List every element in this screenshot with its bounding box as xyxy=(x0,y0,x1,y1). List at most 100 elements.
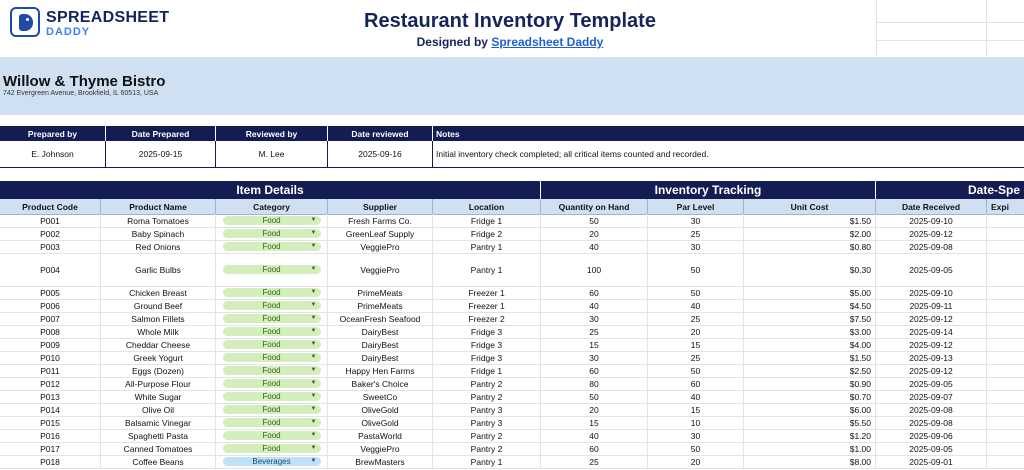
par-cell[interactable]: 15 xyxy=(648,403,744,416)
par-cell[interactable]: 40 xyxy=(648,299,744,312)
expiration-cell[interactable] xyxy=(987,312,1024,325)
name-cell[interactable]: Canned Tomatoes xyxy=(101,442,216,455)
col-quantity-on-hand[interactable]: Quantity on Hand xyxy=(541,199,648,214)
dropdown-arrow-icon[interactable]: ▼ xyxy=(310,266,317,272)
category-cell[interactable]: Food ▼ xyxy=(216,253,328,286)
dropdown-arrow-icon[interactable]: ▼ xyxy=(310,445,317,451)
expiration-cell[interactable] xyxy=(987,442,1024,455)
col-supplier[interactable]: Supplier xyxy=(328,199,433,214)
location-cell[interactable]: Fridge 3 xyxy=(433,351,541,364)
expiration-cell[interactable] xyxy=(987,377,1024,390)
category-cell[interactable]: Food ▼ xyxy=(216,403,328,416)
expiration-cell[interactable] xyxy=(987,455,1024,468)
qty-cell[interactable]: 40 xyxy=(541,240,648,253)
cost-cell[interactable]: $6.00 xyxy=(744,403,876,416)
qty-cell[interactable]: 20 xyxy=(541,227,648,240)
code-cell[interactable]: P012 xyxy=(0,377,101,390)
col-category[interactable]: Category xyxy=(216,199,328,214)
qty-cell[interactable]: 50 xyxy=(541,214,648,227)
expiration-cell[interactable] xyxy=(987,325,1024,338)
dropdown-arrow-icon[interactable]: ▼ xyxy=(310,243,317,249)
category-dropdown[interactable]: Beverages ▼ xyxy=(222,457,321,466)
dropdown-arrow-icon[interactable]: ▼ xyxy=(310,367,317,373)
category-dropdown[interactable]: Food ▼ xyxy=(222,216,321,225)
received-cell[interactable]: 2025-09-05 xyxy=(876,377,987,390)
category-cell[interactable]: Food ▼ xyxy=(216,429,328,442)
category-cell[interactable]: Food ▼ xyxy=(216,351,328,364)
dropdown-arrow-icon[interactable]: ▼ xyxy=(310,432,317,438)
supplier-cell[interactable]: GreenLeaf Supply xyxy=(328,227,433,240)
code-cell[interactable]: P010 xyxy=(0,351,101,364)
location-cell[interactable]: Pantry 2 xyxy=(433,442,541,455)
dropdown-arrow-icon[interactable]: ▼ xyxy=(310,380,317,386)
cost-cell[interactable]: $2.50 xyxy=(744,364,876,377)
expiration-cell[interactable] xyxy=(987,390,1024,403)
code-cell[interactable]: P016 xyxy=(0,429,101,442)
name-cell[interactable]: Whole Milk xyxy=(101,325,216,338)
code-cell[interactable]: P007 xyxy=(0,312,101,325)
par-cell[interactable]: 50 xyxy=(648,364,744,377)
qty-cell[interactable]: 15 xyxy=(541,338,648,351)
category-dropdown[interactable]: Food ▼ xyxy=(222,392,321,401)
name-cell[interactable]: Eggs (Dozen) xyxy=(101,364,216,377)
category-cell[interactable]: Food ▼ xyxy=(216,416,328,429)
business-name[interactable]: Willow & Thyme Bistro xyxy=(3,73,166,90)
col-expiration[interactable]: Expi xyxy=(991,201,1009,212)
category-cell[interactable]: Beverages ▼ xyxy=(216,455,328,468)
location-cell[interactable]: Freezer 1 xyxy=(433,286,541,299)
category-dropdown[interactable]: Food ▼ xyxy=(222,288,321,297)
received-cell[interactable]: 2025-09-14 xyxy=(876,325,987,338)
dropdown-arrow-icon[interactable]: ▼ xyxy=(310,302,317,308)
par-cell[interactable]: 25 xyxy=(648,351,744,364)
expiration-cell[interactable] xyxy=(987,416,1024,429)
cost-cell[interactable]: $2.00 xyxy=(744,227,876,240)
code-cell[interactable]: P003 xyxy=(0,240,101,253)
supplier-cell[interactable]: PrimeMeats xyxy=(328,299,433,312)
dropdown-arrow-icon[interactable]: ▼ xyxy=(310,406,317,412)
dropdown-arrow-icon[interactable]: ▼ xyxy=(310,217,317,223)
dropdown-arrow-icon[interactable]: ▼ xyxy=(310,341,317,347)
supplier-cell[interactable]: VeggiePro xyxy=(328,442,433,455)
date-reviewed-cell[interactable]: 2025-09-16 xyxy=(328,141,433,167)
name-cell[interactable]: Cheddar Cheese xyxy=(101,338,216,351)
supplier-cell[interactable]: VeggiePro xyxy=(328,240,433,253)
location-cell[interactable]: Fridge 1 xyxy=(433,214,541,227)
code-cell[interactable]: P011 xyxy=(0,364,101,377)
category-cell[interactable]: Food ▼ xyxy=(216,442,328,455)
cost-cell[interactable]: $0.70 xyxy=(744,390,876,403)
cost-cell[interactable]: $1.50 xyxy=(744,351,876,364)
qty-cell[interactable]: 50 xyxy=(541,390,648,403)
category-dropdown[interactable]: Food ▼ xyxy=(222,353,321,362)
code-cell[interactable]: P015 xyxy=(0,416,101,429)
expiration-cell[interactable] xyxy=(987,299,1024,312)
qty-cell[interactable]: 40 xyxy=(541,299,648,312)
par-cell[interactable]: 25 xyxy=(648,227,744,240)
supplier-cell[interactable]: Fresh Farms Co. xyxy=(328,214,433,227)
location-cell[interactable]: Pantry 2 xyxy=(433,377,541,390)
name-cell[interactable]: Roma Tomatoes xyxy=(101,214,216,227)
name-cell[interactable]: Coffee Beans xyxy=(101,455,216,468)
notes-cell[interactable]: Initial inventory check completed; all c… xyxy=(436,149,709,159)
par-cell[interactable]: 40 xyxy=(648,390,744,403)
received-cell[interactable]: 2025-09-08 xyxy=(876,416,987,429)
received-cell[interactable]: 2025-09-13 xyxy=(876,351,987,364)
cost-cell[interactable]: $1.00 xyxy=(744,442,876,455)
par-cell[interactable]: 30 xyxy=(648,240,744,253)
expiration-cell[interactable] xyxy=(987,240,1024,253)
cost-cell[interactable]: $8.00 xyxy=(744,455,876,468)
expiration-cell[interactable] xyxy=(987,338,1024,351)
dropdown-arrow-icon[interactable]: ▼ xyxy=(310,393,317,399)
name-cell[interactable]: White Sugar xyxy=(101,390,216,403)
qty-cell[interactable]: 25 xyxy=(541,325,648,338)
designer-link[interactable]: Spreadsheet Daddy xyxy=(491,35,604,49)
supplier-cell[interactable]: DairyBest xyxy=(328,338,433,351)
category-cell[interactable]: Food ▼ xyxy=(216,325,328,338)
supplier-cell[interactable]: Baker's Choice xyxy=(328,377,433,390)
location-cell[interactable]: Freezer 1 xyxy=(433,299,541,312)
par-cell[interactable]: 50 xyxy=(648,253,744,286)
dropdown-arrow-icon[interactable]: ▼ xyxy=(310,289,317,295)
cost-cell[interactable]: $1.50 xyxy=(744,214,876,227)
received-cell[interactable]: 2025-09-10 xyxy=(876,214,987,227)
category-cell[interactable]: Food ▼ xyxy=(216,214,328,227)
reviewed-by-cell[interactable]: M. Lee xyxy=(216,141,328,167)
